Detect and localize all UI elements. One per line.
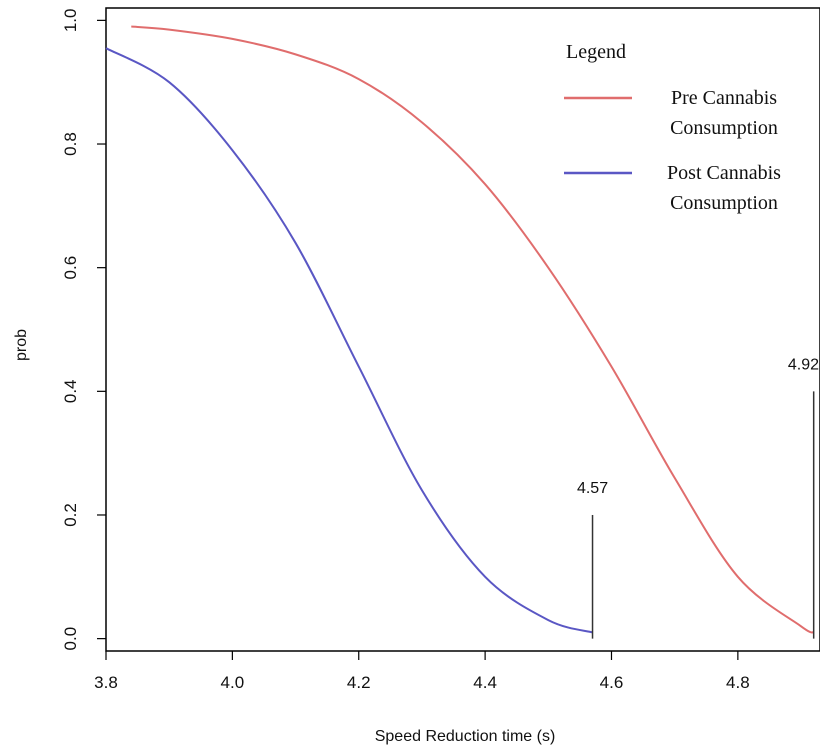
legend-entry-label: Consumption	[670, 117, 778, 139]
y-tick-label: 0.6	[61, 256, 80, 280]
y-axis: 0.0 0.2 0.4 0.6 0.8 1.0	[61, 9, 106, 651]
x-tick-label: 4.4	[473, 673, 497, 692]
y-tick-label: 0.8	[61, 132, 80, 156]
y-tick-label: 0.2	[61, 503, 80, 527]
legend: Legend Pre Cannabis Consumption Post Cannab…	[564, 41, 781, 214]
x-tick-label: 4.2	[347, 673, 371, 692]
x-tick-label: 4.6	[600, 673, 624, 692]
legend-entry-label: Consumption	[670, 192, 778, 214]
x-tick-label: 4.8	[726, 673, 750, 692]
series-line-1	[105, 47, 593, 634]
y-tick-label: 0.4	[61, 380, 80, 404]
legend-title: Legend	[566, 41, 626, 63]
legend-entry-label: Post Cannabis	[667, 162, 781, 184]
plot-frame	[105, 7, 820, 652]
series-line-0	[131, 25, 815, 634]
y-axis-label: prob	[13, 329, 30, 361]
x-axis-label: Speed Reduction time (s)	[375, 728, 556, 745]
series-layer	[105, 25, 815, 634]
annotation-label: 4.57	[577, 480, 608, 497]
y-tick-label: 1.0	[61, 9, 80, 33]
legend-entry-label: Pre Cannabis	[671, 87, 777, 109]
x-tick-label: 3.8	[94, 673, 118, 692]
x-tick-label: 4.0	[221, 673, 245, 692]
annotation-layer: 4.57 4.92	[577, 356, 819, 639]
annotation-label: 4.92	[788, 356, 819, 373]
y-tick-label: 0.0	[61, 627, 80, 651]
x-axis: 3.8 4.0 4.2 4.4 4.6 4.8	[94, 651, 750, 692]
